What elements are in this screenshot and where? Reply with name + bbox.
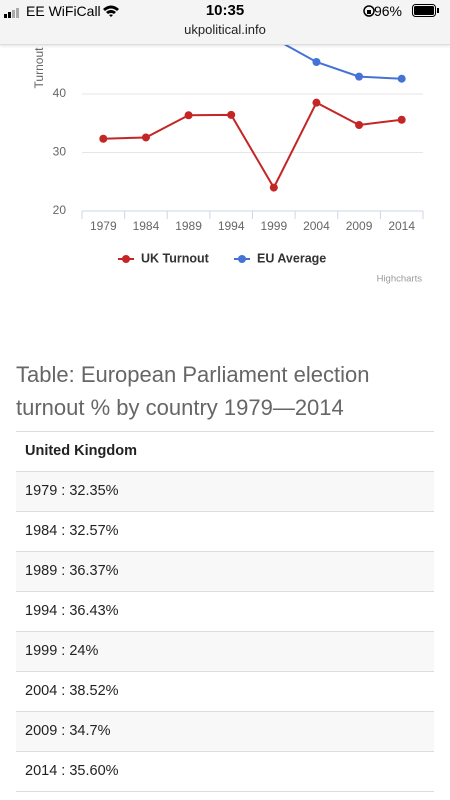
table-row: 1989 : 36.37% bbox=[16, 552, 434, 592]
table-header: United Kingdom bbox=[16, 432, 434, 472]
battery-icon bbox=[412, 4, 439, 17]
data-point bbox=[312, 98, 321, 107]
table-row: 1999 : 24% bbox=[16, 632, 434, 672]
url[interactable]: ukpolitical.info bbox=[184, 22, 266, 37]
data-point bbox=[99, 134, 108, 143]
x-tick-label: 1989 bbox=[175, 219, 202, 233]
data-point bbox=[184, 111, 193, 120]
series-line bbox=[103, 101, 402, 190]
data-point bbox=[141, 133, 150, 142]
legend-marker bbox=[238, 255, 246, 263]
table-row: 2004 : 38.52% bbox=[16, 672, 434, 712]
table-row: 1984 : 32.57% bbox=[16, 512, 434, 552]
y-tick-label: 40 bbox=[53, 86, 67, 100]
data-point bbox=[312, 58, 321, 67]
wifi-icon bbox=[103, 5, 119, 17]
browser-header: EE WiFiCall 10:35 96% ukpolitical.info bbox=[0, 0, 450, 45]
table-title: Table: European Parliament election turn… bbox=[16, 362, 370, 420]
x-tick-label: 2004 bbox=[303, 219, 330, 233]
legend-marker bbox=[122, 255, 130, 263]
legend-label: UK Turnout bbox=[141, 251, 210, 265]
credits: Highcharts bbox=[377, 274, 423, 285]
table: United Kingdom 1979 : 32.35% 1984 : 32.57… bbox=[16, 431, 434, 792]
lock-rotation-icon bbox=[363, 5, 375, 17]
table-row: 1994 : 36.43% bbox=[16, 592, 434, 632]
clock: 10:35 bbox=[205, 2, 245, 19]
table-row: 2014 : 35.60% bbox=[16, 752, 434, 792]
data-point bbox=[227, 110, 236, 119]
y-tick-label: 30 bbox=[53, 145, 67, 159]
data-point bbox=[269, 183, 278, 192]
data-point bbox=[397, 115, 406, 124]
y-tick-label: 20 bbox=[53, 203, 67, 217]
x-tick-label: 1984 bbox=[133, 219, 160, 233]
table-row: 1979 : 32.35% bbox=[16, 472, 434, 512]
data-point bbox=[355, 121, 364, 130]
legend-label: EU Average bbox=[257, 251, 326, 265]
chart: 20 30 40 Turnout % 1979 1984 1989 1994 1999 2004 2… bbox=[32, 0, 424, 285]
battery-percent: 96% bbox=[373, 3, 402, 19]
carrier: EE WiFiCall bbox=[26, 3, 101, 19]
x-tick-label: 2014 bbox=[388, 219, 415, 233]
data-point bbox=[355, 72, 364, 81]
x-tick-label: 1979 bbox=[90, 219, 117, 233]
signal-icon bbox=[4, 8, 19, 18]
table-row: 2009 : 34.7% bbox=[16, 712, 434, 752]
data-point bbox=[397, 74, 406, 83]
x-tick-label: 1994 bbox=[218, 219, 245, 233]
x-tick-label: 2009 bbox=[346, 219, 373, 233]
y-axis-label: Turnout % bbox=[32, 33, 46, 88]
x-tick-label: 1999 bbox=[260, 219, 287, 233]
